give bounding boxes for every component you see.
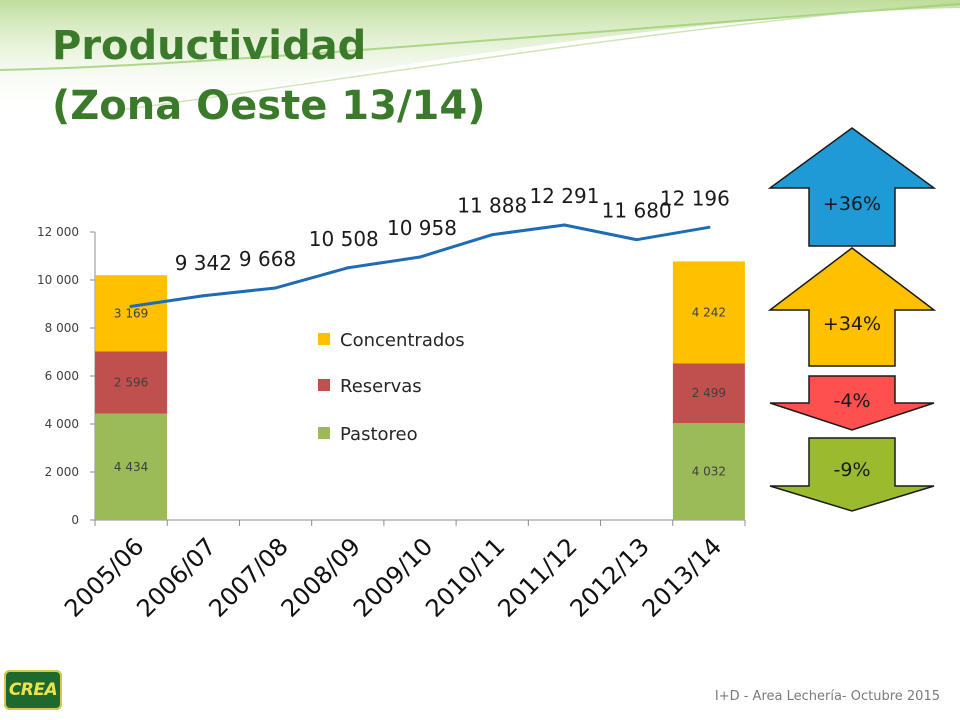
x-tick-label: 2007/08 bbox=[203, 532, 293, 622]
line-point bbox=[274, 286, 278, 290]
y-tick-label: 6 000 bbox=[45, 369, 79, 383]
x-tick-label: 2013/14 bbox=[637, 532, 727, 622]
bar-segment-reservas bbox=[672, 363, 745, 424]
legend-swatch-reservas bbox=[318, 379, 330, 391]
bar-data-label: 2 499 bbox=[692, 386, 726, 400]
bar-data-label: 4 032 bbox=[692, 465, 726, 479]
line-point bbox=[707, 225, 711, 229]
x-tick-label: 2006/07 bbox=[131, 532, 221, 622]
footer-text: I+D - Area Lechería- Octubre 2015 bbox=[714, 689, 940, 704]
slide-title-line1: Productividad bbox=[52, 23, 367, 69]
line-data-label: 9 342 bbox=[175, 251, 232, 275]
x-tick-label: 2008/09 bbox=[276, 532, 366, 622]
y-tick-label: 2 000 bbox=[45, 465, 79, 479]
line-point bbox=[562, 223, 566, 227]
x-tick-label: 2005/06 bbox=[59, 532, 149, 622]
line-data-label: 12 196 bbox=[660, 186, 730, 210]
legend-label: Reservas bbox=[340, 376, 422, 397]
change-arrow-down-red bbox=[769, 375, 935, 431]
line-point bbox=[418, 255, 422, 259]
line-data-label: 11 888 bbox=[457, 194, 527, 218]
bar-data-label: 2 596 bbox=[114, 375, 148, 389]
line-data-label: 10 958 bbox=[387, 216, 457, 240]
x-tick-label: 2010/11 bbox=[420, 532, 510, 622]
x-tick-label: 2011/12 bbox=[492, 532, 582, 622]
change-arrow-label: -9% bbox=[834, 459, 871, 481]
bar-segment-pastoreo bbox=[95, 413, 168, 520]
bar-segment-pastoreo bbox=[672, 423, 745, 520]
y-tick-label: 10 000 bbox=[37, 273, 79, 287]
line-point bbox=[490, 233, 494, 237]
bar-segment-reservas bbox=[95, 351, 168, 414]
bar-data-label: 4 434 bbox=[114, 460, 148, 474]
y-tick-label: 4 000 bbox=[45, 417, 79, 431]
change-arrow-up-yellow bbox=[767, 247, 937, 367]
change-arrow-up-blue bbox=[767, 127, 937, 247]
crea-logo: CREA bbox=[4, 670, 62, 710]
slide-title-line2: (Zona Oeste 13/14) bbox=[52, 83, 486, 129]
x-tick-label: 2009/10 bbox=[348, 532, 438, 622]
legend-swatch-pastoreo bbox=[318, 427, 330, 439]
y-tick-label: 8 000 bbox=[45, 321, 79, 335]
line-data-label: 9 668 bbox=[239, 247, 296, 271]
line-data-label: 12 291 bbox=[529, 184, 599, 208]
change-arrow-label: +36% bbox=[823, 193, 881, 215]
legend-label: Pastoreo bbox=[340, 424, 418, 445]
bar-data-label: 4 242 bbox=[692, 305, 726, 319]
change-arrow-label: -4% bbox=[834, 390, 871, 412]
bar-data-label: 3 169 bbox=[114, 306, 148, 320]
change-arrow-down-green bbox=[769, 437, 935, 512]
logo-text: CREA bbox=[8, 680, 58, 700]
y-tick-label: 0 bbox=[71, 513, 79, 527]
legend-label: Concentrados bbox=[340, 330, 465, 351]
line-point bbox=[346, 266, 350, 270]
x-tick-label: 2012/13 bbox=[565, 532, 655, 622]
line-point bbox=[635, 238, 639, 242]
legend-swatch-concentrados bbox=[318, 333, 330, 345]
line-point bbox=[201, 294, 205, 298]
bar-segment-concentrados bbox=[672, 261, 745, 364]
line-data-label: 11 680 bbox=[602, 199, 672, 223]
bar-segment-concentrados bbox=[95, 275, 168, 352]
line-point bbox=[129, 304, 133, 308]
change-arrow-label: +34% bbox=[823, 313, 881, 335]
line-data-label: 10 508 bbox=[309, 227, 379, 251]
y-tick-label: 12 000 bbox=[37, 225, 79, 239]
